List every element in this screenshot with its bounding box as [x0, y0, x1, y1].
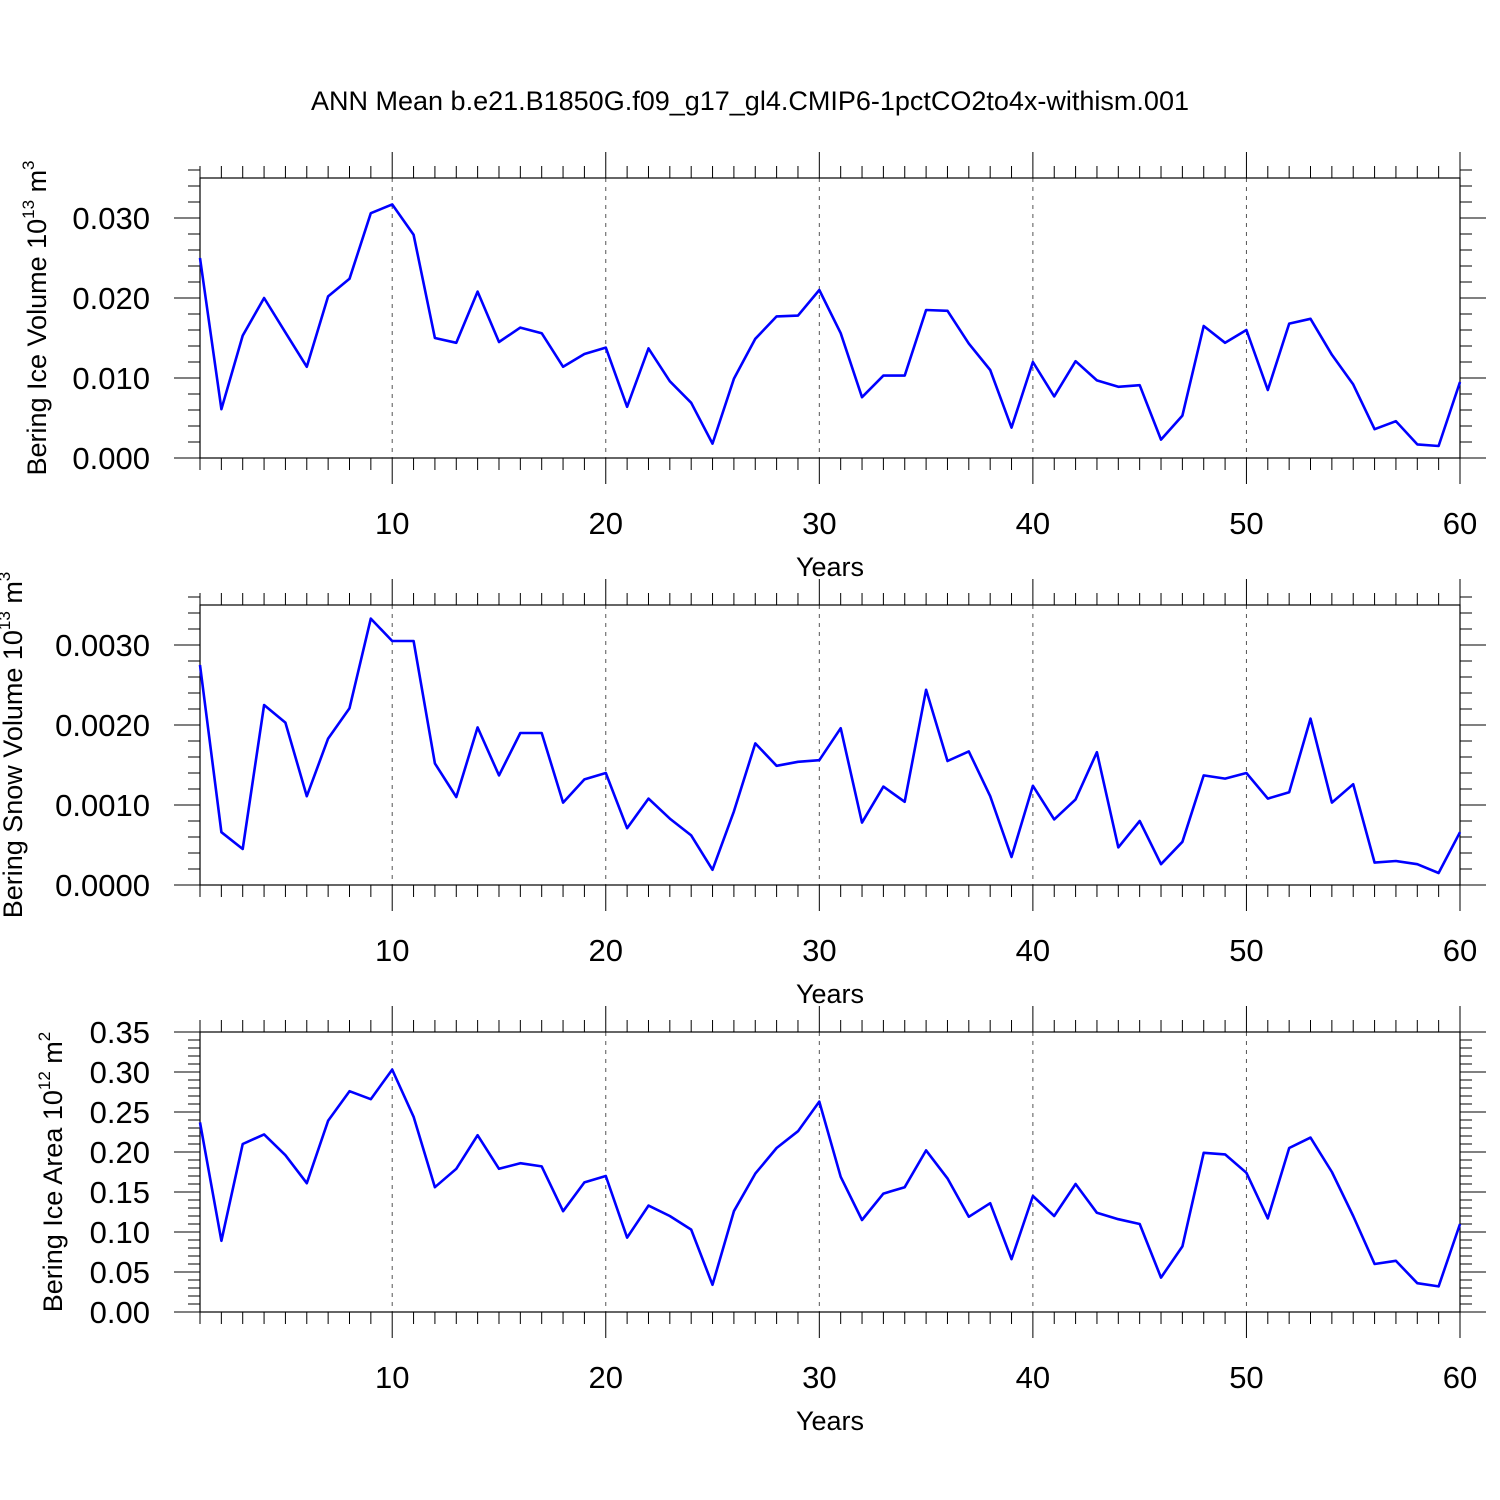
y-tick-label: 0.030	[72, 201, 150, 236]
panel-1: 10 20 30 40 50 60 0.000 0.010 0.020 0.030 Years Ber…	[19, 152, 1486, 582]
y-tick-label: 0.0020	[55, 708, 150, 743]
x-tick-label: 60	[1443, 933, 1477, 968]
x-tick-label: 10	[375, 933, 409, 968]
x-axis-label: Years	[796, 552, 864, 582]
x-tick-label: 60	[1443, 1360, 1477, 1395]
x-axis-label: Years	[796, 1406, 864, 1436]
series-line	[198, 617, 1462, 875]
plot-frame	[199, 604, 1461, 886]
y-tick-label: 0.35	[90, 1015, 150, 1050]
x-tick-label: 20	[589, 933, 623, 968]
y-tick-label: 0.0010	[55, 788, 150, 823]
x-axis-label: Years	[796, 979, 864, 1009]
x-tick-label: 30	[802, 506, 836, 541]
x-tick-label: 20	[589, 1360, 623, 1395]
x-tick-label: 10	[375, 1360, 409, 1395]
x-tick-label: 40	[1016, 1360, 1050, 1395]
x-tick-label: 60	[1443, 506, 1477, 541]
y-tick-label: 0.30	[90, 1055, 150, 1090]
y-axis-label: Bering Ice Area 1012 m2	[35, 1032, 68, 1313]
y-tick-label: 0.20	[90, 1135, 150, 1170]
plot-frame	[199, 177, 1461, 459]
y-tick-label: 0.15	[90, 1175, 150, 1210]
x-tick-label: 30	[802, 1360, 836, 1395]
y-tick-label: 0.0030	[55, 628, 150, 663]
x-tick-label: 10	[375, 506, 409, 541]
y-tick-label: 0.25	[90, 1095, 150, 1130]
panel-2: 10 20 30 40 50 60 0.0000 0.0010 0.0020 0.0030 Year…	[0, 572, 1486, 1009]
x-tick-label: 20	[589, 506, 623, 541]
figure-title: ANN Mean b.e21.B1850G.f09_g17_gl4.CMIP6-…	[311, 86, 1189, 116]
y-tick-label: 0.010	[72, 361, 150, 396]
y-tick-label: 0.05	[90, 1255, 150, 1290]
panel-3: 10 20 30 40 50 60 0.00 0.05 0.10 0.15 0.20 0.25 0.30…	[35, 1006, 1486, 1436]
plot-frame	[199, 1031, 1461, 1313]
series-line	[198, 1068, 1462, 1288]
y-tick-label: 0.020	[72, 281, 150, 316]
y-tick-label: 0.000	[72, 441, 150, 476]
y-tick-label: 0.0000	[55, 868, 150, 903]
y-tick-label: 0.10	[90, 1215, 150, 1250]
y-tick-label: 0.00	[90, 1295, 150, 1330]
y-axis-label: Bering Snow Volume 1013 m3	[0, 572, 28, 919]
series-line	[198, 203, 1462, 448]
y-axis-label: Bering Ice Volume 1013 m3	[19, 160, 52, 475]
x-tick-label: 50	[1229, 506, 1263, 541]
x-tick-label: 40	[1016, 933, 1050, 968]
x-tick-label: 30	[802, 933, 836, 968]
x-tick-label: 50	[1229, 1360, 1263, 1395]
x-tick-label: 40	[1016, 506, 1050, 541]
x-tick-label: 50	[1229, 933, 1263, 968]
